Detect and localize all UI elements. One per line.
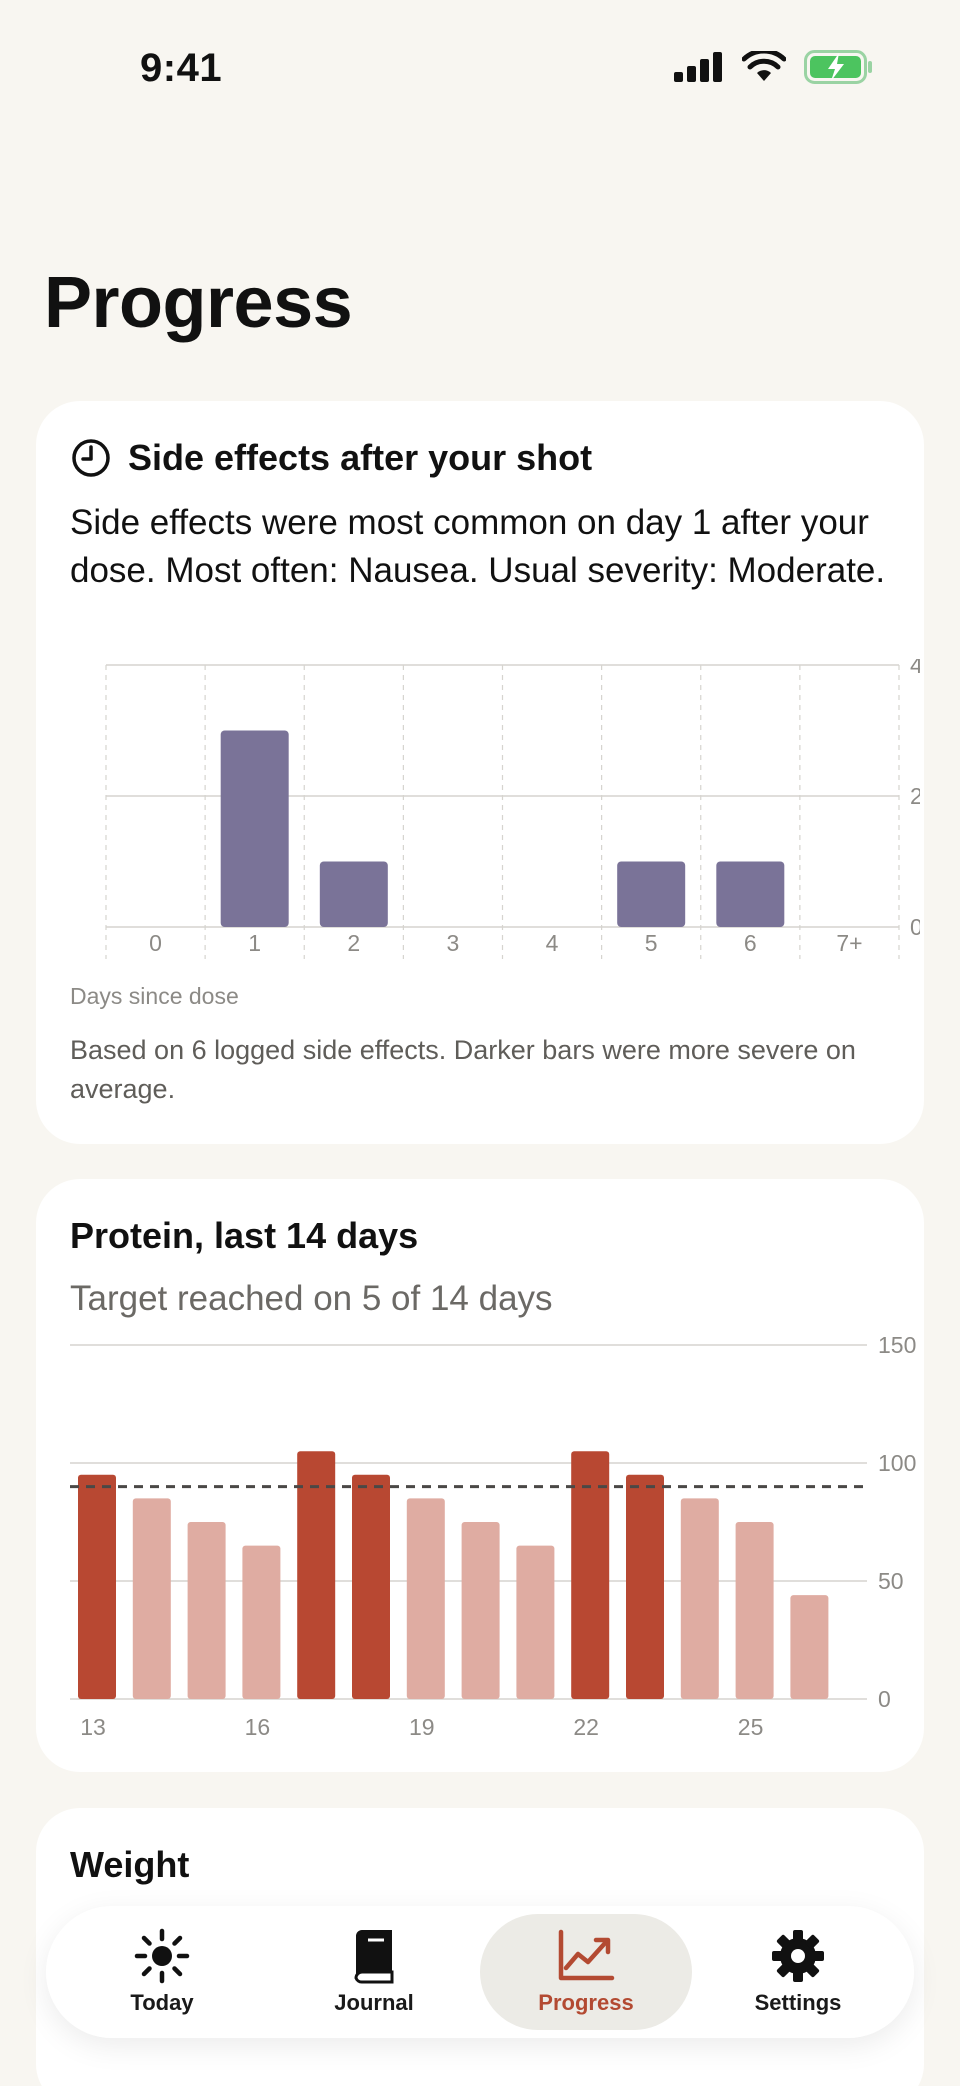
x-tick-label: 4	[546, 930, 559, 956]
x-tick-label: 2	[347, 930, 360, 956]
protein-bar	[461, 1522, 500, 1699]
protein-title: Protein, last 14 days	[70, 1215, 419, 1256]
x-tick-label: 25	[738, 1714, 764, 1740]
x-tick-label: 6	[744, 930, 757, 956]
y-tick-label: 4	[910, 659, 920, 678]
y-tick-label: 150	[878, 1332, 916, 1358]
tab-journal-label: Journal	[334, 1990, 414, 2015]
protein-bar	[78, 1474, 116, 1699]
chart-line-icon	[558, 1929, 615, 1981]
y-tick-label: 50	[878, 1568, 904, 1594]
x-tick-label: 13	[80, 1714, 106, 1740]
weight-title: Weight	[70, 1844, 190, 1885]
status-time: 9:41	[140, 46, 223, 90]
side-effects-chart: 0 2 4 0 1 2 3 4 5 6 7+	[105, 659, 920, 959]
page-title: Progress	[44, 263, 353, 343]
tab-settings[interactable]: Settings	[692, 1914, 904, 2030]
tab-today-label: Today	[130, 1990, 194, 2015]
x-tick-label: 1	[248, 930, 261, 956]
x-tick-label: 7+	[836, 930, 862, 956]
side-effect-bar	[716, 861, 785, 927]
protein-bar	[242, 1545, 281, 1699]
side-effects-footnote: Based on 6 logged side effects. Darker b…	[70, 1035, 856, 1104]
side-effects-header: Side effects after your shot	[70, 437, 592, 479]
protein-bar	[680, 1498, 719, 1699]
protein-bar	[406, 1498, 445, 1699]
side-effect-bar	[220, 730, 289, 927]
protein-bar	[132, 1498, 171, 1699]
tab-progress-label: Progress	[538, 1990, 634, 2015]
y-tick-label: 100	[878, 1450, 916, 1476]
protein-bar	[626, 1474, 664, 1699]
wifi-icon	[742, 51, 786, 81]
protein-card[interactable]: Protein, last 14 days Target reached on …	[36, 1179, 924, 1772]
x-tick-label: 16	[245, 1714, 271, 1740]
tab-settings-label: Settings	[754, 1990, 842, 2015]
protein-bar	[297, 1451, 336, 1699]
battery-charging-icon	[804, 50, 872, 84]
gear-icon	[772, 1930, 824, 1982]
x-tick-label: 0	[149, 930, 162, 956]
tab-journal[interactable]: Journal	[268, 1914, 480, 2030]
status-bar: 9:41	[0, 0, 960, 140]
side-effects-summary: Side effects were most common on day 1 a…	[70, 503, 886, 590]
x-tick-label: 3	[447, 930, 460, 956]
side-effects-x-axis-label: Days since dose	[70, 983, 239, 1009]
side-effect-bar	[319, 861, 388, 927]
clock-icon	[72, 439, 110, 477]
tab-progress[interactable]: Progress	[480, 1914, 692, 2030]
x-tick-label: 5	[645, 930, 658, 956]
book-icon	[354, 1930, 394, 1984]
sun-icon	[134, 1928, 190, 1984]
protein-bar	[735, 1522, 774, 1699]
side-effects-card[interactable]: Side effects after your shot Side effect…	[36, 401, 924, 1144]
protein-subtitle: Target reached on 5 of 14 days	[70, 1279, 553, 1318]
side-effects-title: Side effects after your shot	[128, 437, 593, 478]
side-effect-bar	[617, 861, 686, 927]
y-tick-label: 0	[878, 1686, 891, 1712]
tab-bar: Today Journal Progress	[46, 1906, 914, 2038]
protein-chart: 0 50 100 150 13 16 19 22 25	[70, 1332, 916, 1740]
y-tick-label: 0	[910, 914, 920, 940]
status-icons	[674, 50, 874, 84]
cellular-signal-icon	[674, 52, 722, 82]
x-tick-label: 22	[573, 1714, 599, 1740]
protein-bar	[571, 1451, 610, 1699]
y-tick-label: 2	[910, 783, 920, 809]
x-tick-label: 19	[409, 1714, 435, 1740]
tab-today[interactable]: Today	[56, 1914, 268, 2030]
protein-bar	[187, 1522, 226, 1699]
protein-bar	[790, 1595, 829, 1699]
protein-bar	[516, 1545, 555, 1699]
protein-bar	[352, 1474, 390, 1699]
